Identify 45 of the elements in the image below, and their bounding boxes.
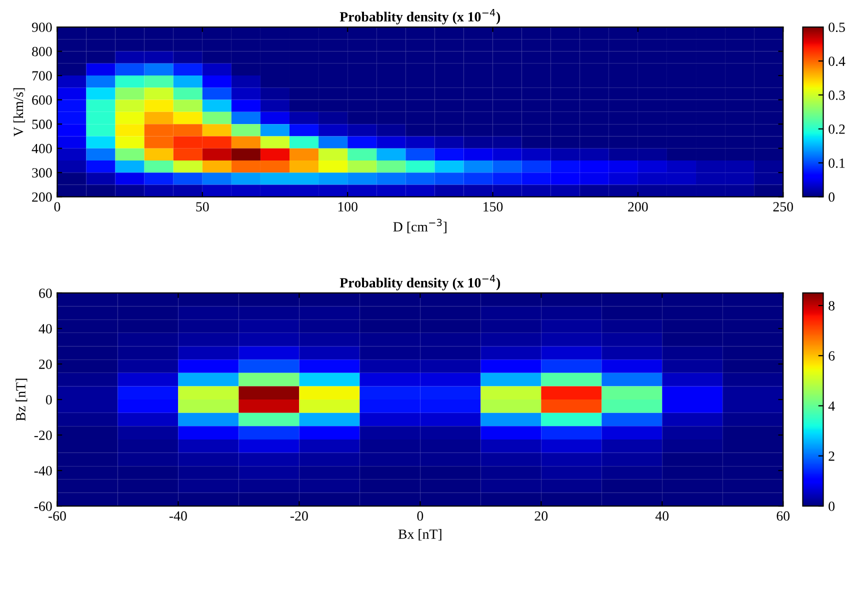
y-tick-label: 60 bbox=[39, 288, 52, 298]
chart-title: Probablity density (x 10$^{−4}$) bbox=[340, 274, 500, 290]
color-bar-label: 0 bbox=[828, 192, 835, 202]
y-axis-title: Bz [nT] bbox=[16, 378, 28, 421]
y-tick-label: -60 bbox=[34, 502, 52, 511]
x-tick-label: 150 bbox=[484, 202, 503, 212]
color-bar-label: 6 bbox=[828, 351, 835, 361]
chart-title: Probablity density (x 10$^{−4}$) bbox=[340, 8, 500, 24]
x-axis-title: D [cm$^{−3}$] bbox=[393, 218, 446, 234]
x-tick-label: 0 bbox=[417, 511, 424, 521]
y-tick-label: 900 bbox=[32, 22, 52, 32]
y-tick-label: 500 bbox=[32, 120, 52, 130]
color-bar-label: 0.3 bbox=[828, 90, 845, 100]
x-tick-label: 200 bbox=[628, 202, 648, 212]
color-bar-label: 0.1 bbox=[828, 158, 845, 168]
y-tick-label: 0 bbox=[46, 395, 52, 404]
y-tick-label: 20 bbox=[39, 360, 52, 369]
x-tick-label: 60 bbox=[776, 511, 790, 521]
y-tick-label: 400 bbox=[32, 144, 52, 154]
x-tick-label: 0 bbox=[54, 202, 60, 212]
x-tick-label: 40 bbox=[655, 511, 669, 521]
y-tick-label: 700 bbox=[32, 71, 52, 81]
color-bar-label: 4 bbox=[828, 401, 835, 411]
y-tick-label: 40 bbox=[38, 324, 52, 334]
color-bar-label: 0.5 bbox=[828, 22, 845, 32]
y-tick-label: 200 bbox=[32, 192, 52, 202]
y-axis-title: V [km/s] bbox=[13, 88, 25, 137]
x-tick-label: -20 bbox=[290, 511, 308, 521]
x-tick-label: 100 bbox=[338, 202, 358, 212]
y-tick-label: 300 bbox=[32, 168, 52, 178]
color-bar-label: 0 bbox=[828, 502, 835, 511]
color-bar-label: 8 bbox=[828, 301, 835, 310]
y-tick-label: -40 bbox=[34, 466, 52, 476]
color-bar-label: 0.4 bbox=[828, 56, 846, 66]
color-bar-label: 0.2 bbox=[828, 124, 845, 134]
y-tick-label: 800 bbox=[32, 46, 52, 56]
x-tick-label: -40 bbox=[169, 511, 187, 521]
x-tick-label: 20 bbox=[534, 511, 548, 521]
x-tick-label: 250 bbox=[773, 202, 794, 212]
x-tick-label: -60 bbox=[48, 511, 66, 521]
y-tick-label: -20 bbox=[34, 430, 52, 440]
x-tick-label: 50 bbox=[196, 202, 209, 212]
y-tick-label: 600 bbox=[32, 95, 52, 105]
x-axis-title: Bx [nT] bbox=[398, 529, 442, 541]
color-bar-label: 2 bbox=[828, 452, 834, 461]
